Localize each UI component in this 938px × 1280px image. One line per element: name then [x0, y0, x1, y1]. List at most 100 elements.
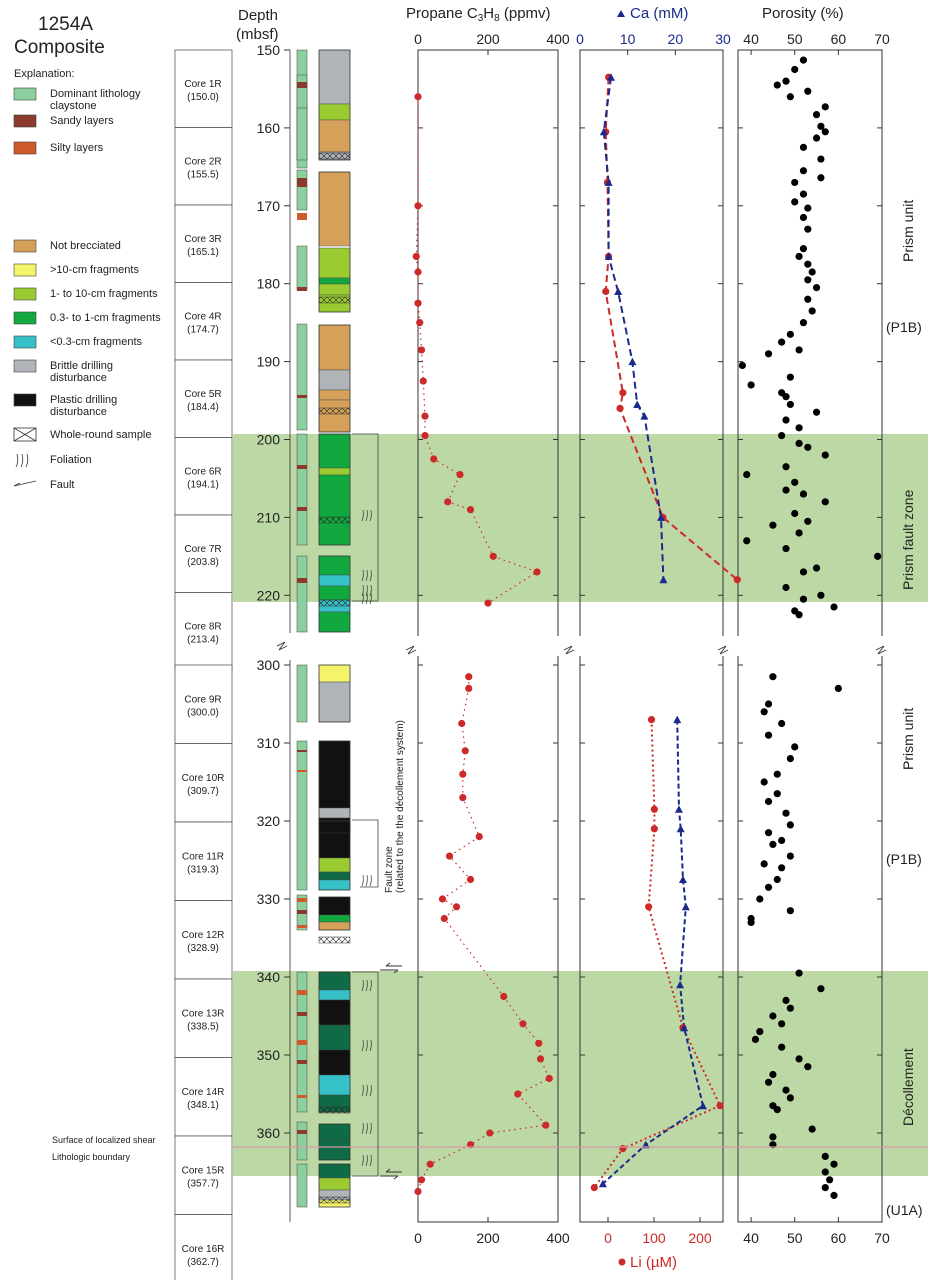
- porosity-point: [804, 225, 812, 233]
- core-depth: (338.5): [187, 1021, 219, 1032]
- fragment-segment: [318, 283, 351, 296]
- porosity-point: [782, 996, 790, 1005]
- fragment-core-outline: [318, 1123, 351, 1161]
- legend-label-fragments-3-0: 0.3- to 1-cm fragments: [50, 312, 161, 324]
- core-label-box: [174, 900, 233, 980]
- propane-title: Propane C3H8 (ppmv): [406, 5, 551, 24]
- legend-swatch-fragments-4: [13, 335, 37, 349]
- porosity-point: [786, 373, 794, 381]
- foliation-stroke: [369, 1084, 372, 1097]
- legend-label-fragments-1-0: >10-cm fragments: [50, 264, 139, 276]
- porosity-point: [769, 673, 777, 681]
- core-name: Core 16R: [182, 1244, 225, 1255]
- porosity-point: [795, 1055, 803, 1063]
- fragment-core-outline: [318, 171, 351, 313]
- lithology-layer: [297, 990, 307, 995]
- ca-point: [633, 400, 642, 408]
- propane-point: [486, 1129, 494, 1137]
- legend-label-fragments-5-1: disturbance: [50, 372, 107, 384]
- core-depth: (194.1): [187, 479, 219, 490]
- prism-unit-bottom-label: Prism unit: [900, 708, 916, 770]
- foliation-stroke: [361, 979, 364, 992]
- fragment-segment: [318, 1024, 351, 1051]
- panel-tick-label: 0: [604, 1230, 612, 1246]
- porosity-point: [821, 103, 829, 111]
- core-depth: (150.0): [187, 92, 219, 103]
- porosity-point: [812, 111, 821, 119]
- fragment-segment: [318, 433, 351, 469]
- porosity-point: [804, 295, 812, 303]
- core-depth: (319.3): [187, 864, 219, 875]
- porosity-point: [782, 809, 790, 817]
- porosity-point: [795, 611, 803, 619]
- porosity-point: [773, 1106, 781, 1114]
- whole-round-sample-mark: [318, 296, 351, 304]
- porosity-point: [786, 852, 794, 860]
- core-depth: (165.1): [187, 247, 219, 258]
- prism-unit-top-label: Prism unit: [900, 200, 916, 262]
- fault-zone-label-line1: Fault zone: [384, 846, 395, 893]
- porosity-point: [799, 319, 808, 327]
- fragment-segment: [318, 871, 351, 881]
- li-dot-icon: [618, 1258, 626, 1266]
- ca-title: Ca (mM): [630, 5, 688, 22]
- propane-point: [500, 992, 508, 1001]
- whole-round-cross: [13, 427, 37, 442]
- porosity-point: [786, 821, 794, 829]
- porosity-point: [804, 443, 812, 451]
- legend-label-fragments-5-0: Brittle drilling: [50, 360, 113, 372]
- panel-tick-label: 0: [414, 1230, 422, 1246]
- propane-point: [421, 432, 429, 440]
- core-label-box: [174, 1057, 233, 1137]
- propane-point: [535, 1039, 543, 1047]
- propane-point: [414, 268, 422, 276]
- depth-tick-label: 310: [257, 735, 281, 751]
- core-depth: (213.4): [187, 634, 219, 645]
- whole-round-sample-mark: [318, 599, 351, 607]
- panel-tick-label: 40: [743, 31, 759, 47]
- ca-point: [598, 1179, 607, 1188]
- fragment-segment: [318, 119, 351, 153]
- fragment-segment: [318, 664, 351, 683]
- fragment-segment: [318, 277, 351, 285]
- propane-point: [545, 1074, 553, 1082]
- porosity-point: [817, 591, 825, 599]
- propane-point: [484, 599, 492, 607]
- porosity-point: [782, 416, 790, 424]
- lithology-segment: [296, 740, 308, 891]
- core-name: Core 5R: [184, 389, 221, 400]
- core-depth: (184.4): [187, 402, 219, 413]
- porosity-point: [782, 393, 790, 401]
- fragment-core-outline: [318, 433, 351, 546]
- core-label-box: [174, 1135, 233, 1215]
- panel-tick-label: 20: [668, 31, 684, 47]
- core-label-box: [174, 127, 233, 206]
- foliation-stroke: [369, 569, 372, 582]
- depth-tick-label: 160: [257, 120, 281, 136]
- fault-zone-label-line2: (related to the the décollement system): [395, 720, 406, 893]
- ca-triangle-icon: [617, 10, 625, 17]
- lithology-segment: [296, 107, 308, 161]
- lithology-layer: [297, 1095, 307, 1098]
- foliation-stroke: [369, 592, 372, 605]
- propane-point: [452, 903, 461, 911]
- panel-tick-label: 400: [546, 31, 570, 47]
- foliation-stroke: [361, 584, 364, 597]
- porosity-point: [812, 408, 821, 416]
- foliation-stroke: [365, 509, 368, 522]
- foliation-icon: [361, 1039, 372, 1052]
- core-depth: (362.7): [187, 1257, 219, 1268]
- porosity-point: [804, 276, 812, 284]
- foliation-stroke: [361, 1154, 364, 1167]
- porosity-point: [799, 56, 808, 64]
- li-point: [602, 287, 610, 296]
- core-label-box: [174, 592, 233, 671]
- porosity-point: [795, 969, 803, 977]
- fragment-core-outline: [318, 896, 351, 931]
- propane-point: [438, 895, 447, 903]
- foliation-icon: [361, 1084, 372, 1097]
- porosity-point: [795, 424, 803, 432]
- porosity-point: [773, 790, 781, 798]
- porosity-point: [778, 432, 786, 440]
- core-depth: (174.7): [187, 324, 219, 335]
